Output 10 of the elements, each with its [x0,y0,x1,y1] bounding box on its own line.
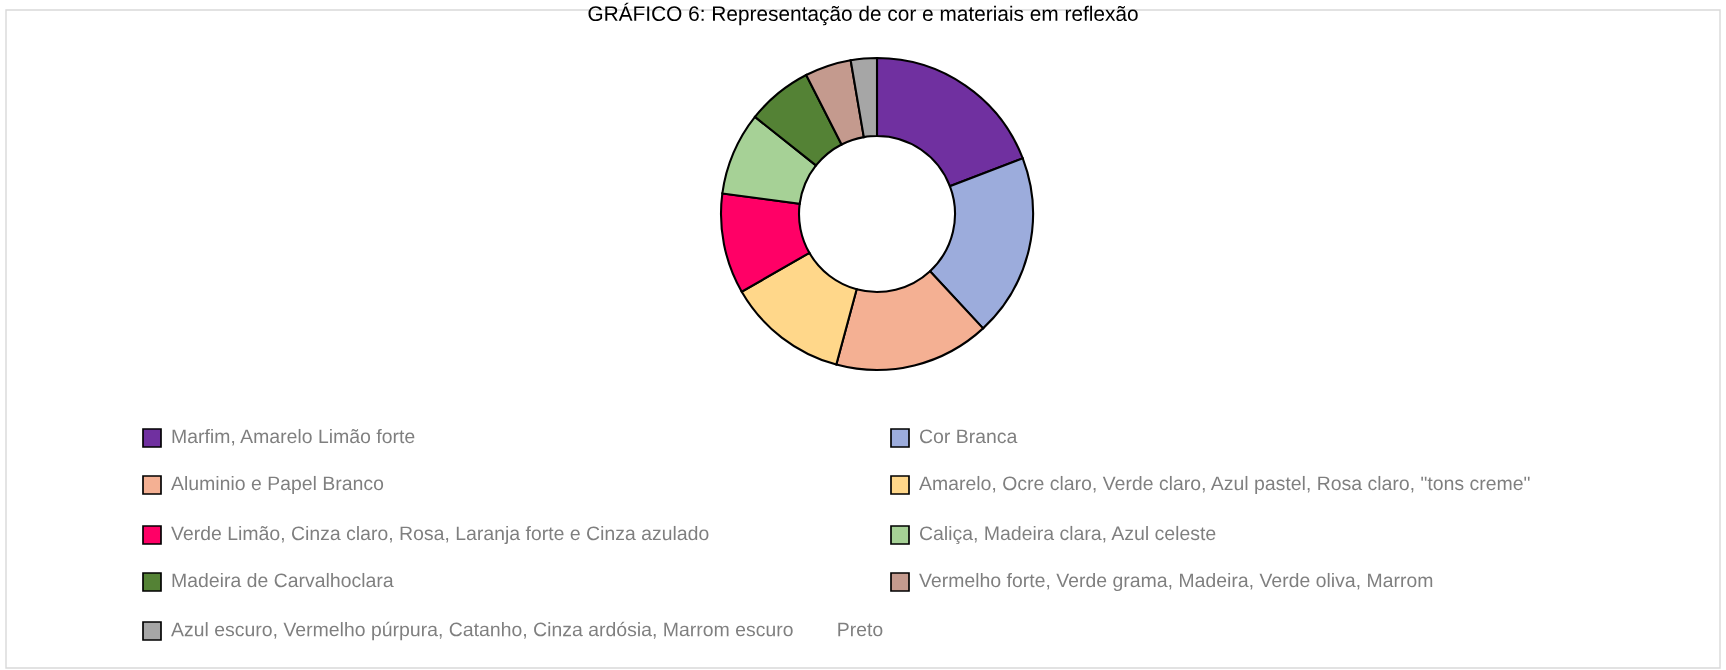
legend-label: Vermelho forte, Verde grama, Madeira, Verde oliva, Marrom [919,572,1433,592]
legend-label: Verde Limão, Cinza claro, Rosa, Laranja forte e Cinza azulado [171,525,709,545]
legend-label: Cor Branca [919,429,1018,444]
legend-label: Amarelo, Ocre claro, Verde claro, Azul pastel, Rosa claro, "tons creme" [919,475,1530,495]
legend-label: Caliça, Madeira clara, Azul celeste [919,525,1216,545]
legend-label: Marfim, Amarelo Limão forte [172,428,415,446]
legend-label: Azul escuro, Vermelho púrpura, Catanho, Cinza ardósia, Marrom escuro Preto [171,621,883,641]
chart-title: GRÁFICO 6: Representação de cor e materiais em reflexão [588,2,1138,26]
legend-label: Aluminio e Papel Branco [171,475,384,495]
legend-label: Madeira de Carvalhoclara [172,572,394,588]
